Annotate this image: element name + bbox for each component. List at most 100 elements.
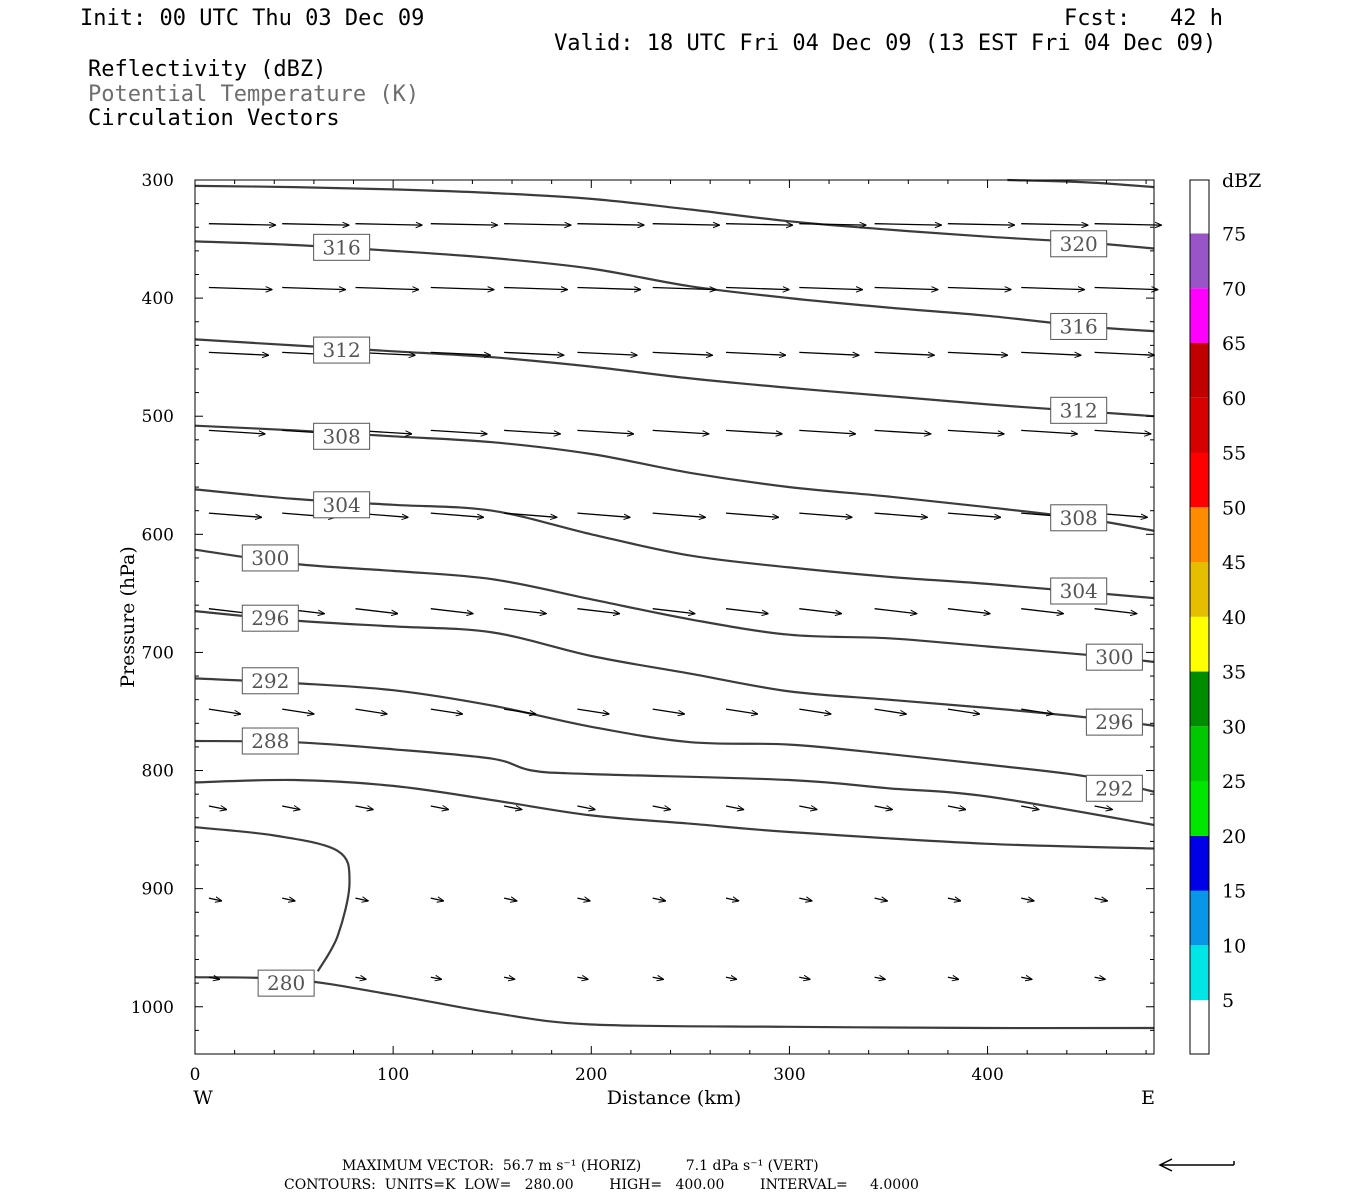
colorbar-segment xyxy=(1190,726,1209,782)
contour-label-text: 296 xyxy=(1095,710,1133,734)
circulation-vector xyxy=(1021,288,1084,290)
circulation-vector xyxy=(208,288,272,290)
circulation-vector xyxy=(725,512,779,517)
contour-label-296: 296 xyxy=(241,604,299,632)
circulation-vector xyxy=(208,352,269,355)
circulation-vector xyxy=(430,224,498,225)
contour-label-316: 316 xyxy=(313,233,371,261)
forecast-hour: Fcst: 42 h xyxy=(1064,6,1223,31)
tick-label-layer: 0 100 200 300 400 300 400 500 600 700 800 900 1000 xyxy=(131,171,1004,1085)
circulation-vector xyxy=(725,288,789,290)
contour-label-300: 300 xyxy=(1085,643,1143,671)
colorbar-segment xyxy=(1190,507,1209,563)
circulation-vector xyxy=(947,608,990,614)
contour-label-316: 316 xyxy=(1050,312,1108,340)
circulation-vector xyxy=(799,708,831,714)
y-tick-label: 700 xyxy=(142,643,174,663)
contour-label-layer: 316 320 316 312 312 308 304 308 300 304 296 300 292 2… xyxy=(241,230,1143,997)
dbz-colorbar xyxy=(1189,179,1210,1055)
colorbar-segment xyxy=(1190,835,1209,891)
circulation-vector xyxy=(874,608,917,614)
circulation-vector xyxy=(208,977,220,979)
circulation-vector xyxy=(947,977,959,979)
circulation-vector xyxy=(1021,806,1038,810)
circulation-vector xyxy=(799,288,862,290)
max-vector-note: MAXIMUM VECTOR: 56.7 m s⁻¹ (HORIZ) 7.1 d… xyxy=(342,1158,819,1174)
circulation-vector xyxy=(282,708,314,714)
circulation-vector xyxy=(430,512,484,517)
colorbar-frame xyxy=(1189,179,1210,1055)
circulation-vector xyxy=(355,608,398,614)
contour-label-box xyxy=(241,667,299,695)
contour-label-text: 308 xyxy=(1060,506,1098,530)
circulation-vector xyxy=(652,352,713,355)
circulation-vector xyxy=(725,977,737,979)
circulation-vector xyxy=(725,806,744,810)
contour-label-text: 292 xyxy=(251,669,289,693)
colorbar-level-label: 5 xyxy=(1222,990,1234,1012)
contour-label-text: 296 xyxy=(251,606,289,630)
circulation-vector xyxy=(577,512,630,517)
contour-label-text: 316 xyxy=(1060,314,1098,338)
colorbar-segment xyxy=(1190,180,1209,234)
circulation-vector xyxy=(652,806,671,810)
contour-label-box xyxy=(1050,230,1108,258)
y-tick-label: 600 xyxy=(142,525,174,545)
circulation-vector xyxy=(208,512,262,517)
circulation-vector xyxy=(799,352,859,355)
circulation-vector xyxy=(874,898,888,901)
circulation-vector xyxy=(504,224,570,225)
isentrope-284 xyxy=(194,778,1155,850)
circulation-vector xyxy=(577,898,590,901)
circulation-vector xyxy=(652,977,664,979)
y-tick-label: 400 xyxy=(142,289,174,309)
circulation-vector xyxy=(355,806,374,810)
contour-label-280: 280 xyxy=(257,969,315,997)
contour-label-box xyxy=(241,604,299,632)
circulation-vector xyxy=(652,429,709,434)
circulation-vector xyxy=(355,708,388,714)
circulation-vector xyxy=(1021,429,1077,434)
circulation-vector xyxy=(947,512,1001,517)
circulation-vector xyxy=(799,977,810,979)
isentrope-280 xyxy=(194,826,351,972)
circulation-vector xyxy=(725,224,793,225)
contour-label-box xyxy=(1050,396,1108,424)
contour-label-312: 312 xyxy=(313,336,371,364)
circulation-vector xyxy=(1094,352,1155,355)
x-tick-label: 300 xyxy=(773,1065,805,1085)
circulation-vector xyxy=(725,898,739,901)
colorbar-level-label: 70 xyxy=(1222,278,1246,300)
circulation-vector xyxy=(725,429,782,434)
isentrope-296 xyxy=(194,610,1155,727)
circulation-vector xyxy=(504,608,546,614)
colorbar-segment xyxy=(1190,1000,1209,1054)
contour-label-box xyxy=(241,544,299,572)
contour-label-box xyxy=(313,422,371,450)
contour-label-304: 304 xyxy=(1050,577,1108,605)
circulation-vector xyxy=(430,429,487,434)
contour-label-box xyxy=(1050,312,1108,340)
x-tick-label: 100 xyxy=(377,1065,409,1085)
circulation-vector xyxy=(577,224,644,225)
contour-label-box xyxy=(1085,708,1143,736)
circulation-vector xyxy=(1021,977,1031,979)
contour-label-292: 292 xyxy=(241,667,299,695)
contour-label-box xyxy=(313,233,371,261)
contour-label-text: 312 xyxy=(323,338,361,362)
circulation-vector xyxy=(874,512,928,517)
circulation-vector xyxy=(430,977,442,979)
y-axis-label: Pressure (hPa) xyxy=(117,546,139,688)
colorbar-segment xyxy=(1190,452,1209,508)
colorbar-segment xyxy=(1190,288,1209,344)
colorbar-level-label: 10 xyxy=(1222,935,1246,957)
circulation-vector xyxy=(504,512,556,517)
contour-label-box xyxy=(257,969,315,997)
colorbar-unit: dBZ xyxy=(1222,170,1261,192)
circulation-vector xyxy=(874,224,942,225)
contour-label-320: 320 xyxy=(1050,230,1108,258)
isentrope-layer xyxy=(194,178,1155,1030)
circulation-vector xyxy=(1094,806,1113,810)
contour-label-box xyxy=(1050,577,1108,605)
circulation-vector xyxy=(208,898,222,901)
